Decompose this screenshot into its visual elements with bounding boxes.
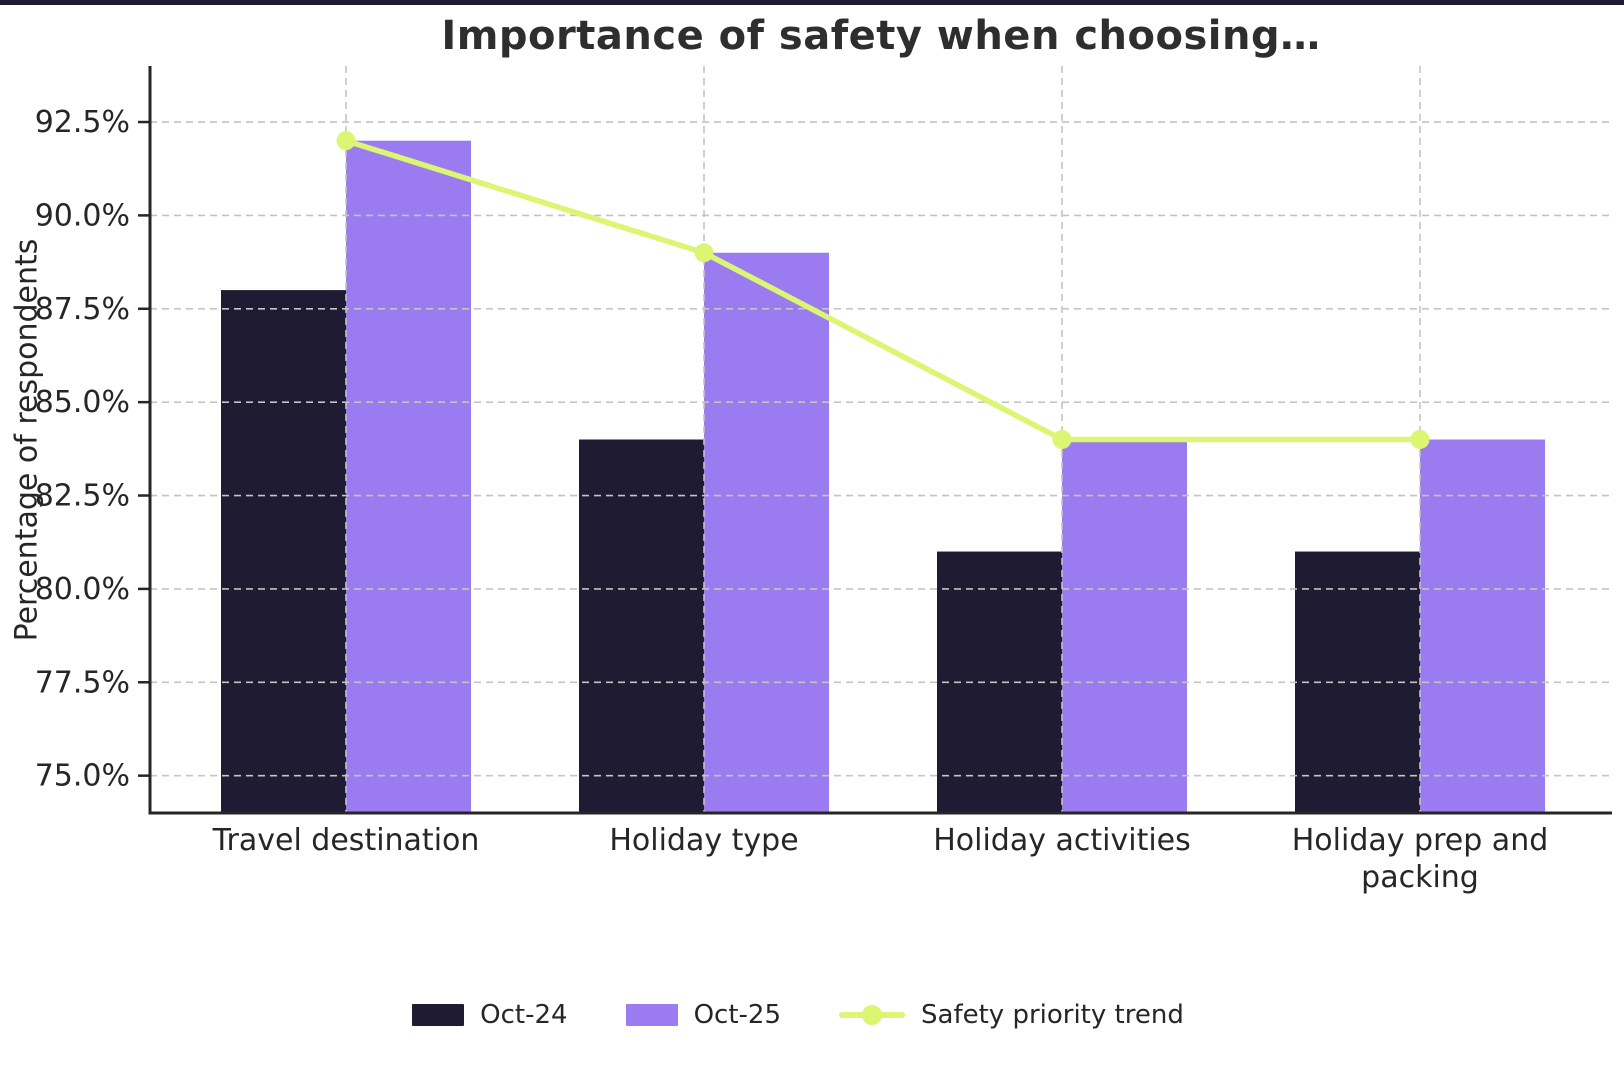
legend-label-oct-25: Oct-25 xyxy=(693,1000,782,1030)
trend-marker-holiday-type xyxy=(694,243,714,263)
chart-title: Importance of safety when choosing… xyxy=(441,13,1321,59)
y-tick-label-87.5: 87.5% xyxy=(35,292,130,327)
x-tick-label-holiday-prep-and-packing: packing xyxy=(1361,860,1479,895)
bar-oct-24-travel-destination xyxy=(221,290,346,814)
y-tick-label-77.5: 77.5% xyxy=(35,665,130,700)
trend-marker-travel-destination xyxy=(336,131,356,151)
legend-trend-line-icon xyxy=(839,1004,906,1026)
bar-oct-25-travel-destination xyxy=(346,140,471,813)
y-tick-label-75: 75.0% xyxy=(35,759,130,794)
legend-item-oct-25: Oct-25 xyxy=(625,1000,782,1030)
trend-line-safety-priority-trend xyxy=(343,137,1423,443)
chart-legend: Oct-24 Oct-25 Safety priority trend xyxy=(0,1000,1596,1030)
trend-marker-holiday-activities xyxy=(1052,430,1072,449)
y-tick-label-85: 85.0% xyxy=(35,385,130,420)
legend-swatch-oct-25 xyxy=(625,1004,678,1026)
legend-label-trend: Safety priority trend xyxy=(921,1000,1184,1030)
y-tick-label-80: 80.0% xyxy=(35,572,130,607)
bar-oct-25-holiday-prep-and-packing xyxy=(1420,439,1545,813)
y-tick-label-90: 90.0% xyxy=(35,198,130,233)
bar-oct-24-holiday-type xyxy=(579,439,704,813)
x-tick-label-holiday-type: Holiday type xyxy=(609,823,798,858)
legend-swatch-oct-24 xyxy=(412,1004,465,1026)
legend-item-oct-24: Oct-24 xyxy=(412,1000,568,1030)
bar-oct-25-holiday-activities xyxy=(1062,439,1187,813)
y-tick-label-92.5: 92.5% xyxy=(35,105,130,140)
x-tick-label-travel-destination: Travel destination xyxy=(212,823,480,858)
x-tick-label-holiday-activities: Holiday activities xyxy=(933,823,1191,858)
chart-plot: 75.0% 77.5% 80.0% 82.5% 85.0% 87.5% 90.0% 92.5%… xyxy=(35,66,1612,895)
y-tick-label-82.5: 82.5% xyxy=(35,479,130,514)
bar-oct-25-holiday-type xyxy=(704,252,829,813)
x-tick-label-holiday-prep-and-packing: Holiday prep and xyxy=(1292,823,1549,858)
top-accent-bar xyxy=(0,0,1624,5)
legend-item-trend: Safety priority trend xyxy=(839,1000,1184,1030)
legend-label-oct-24: Oct-24 xyxy=(480,1000,568,1030)
trend-marker-holiday-prep-and-packing xyxy=(1410,430,1430,449)
